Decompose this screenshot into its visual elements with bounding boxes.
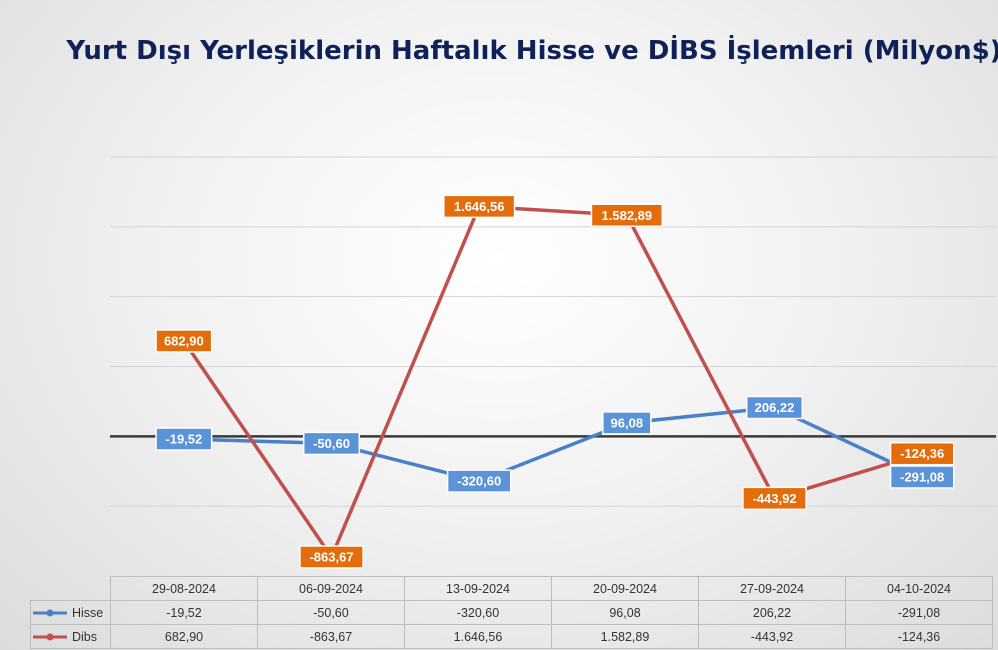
- data-label-box-hisse: [889, 465, 955, 489]
- data-label-hisse: -291,08: [900, 469, 944, 484]
- data-table: 29-08-2024 06-09-2024 13-09-2024 20-09-2…: [30, 576, 993, 649]
- series-line-hisse: [183, 405, 923, 483]
- data-label-box-dibs: [742, 486, 807, 511]
- chart-title: Yurt Dışı Yerleşiklerin Haftalık Hisse v…: [66, 36, 998, 66]
- category-header: 20-09-2024: [551, 576, 699, 601]
- table-cell: 1.582,89: [551, 624, 699, 649]
- legend-entry-hisse: Hisse: [30, 600, 111, 625]
- table-corner-cell: [30, 576, 111, 601]
- data-label-box-hisse: [602, 411, 652, 435]
- data-label-box-dibs: [299, 545, 364, 569]
- category-header: 29-08-2024: [110, 576, 258, 601]
- data-label-dibs: 682,90: [164, 333, 204, 348]
- table-cell: -124,36: [845, 624, 993, 649]
- table-cell: 96,08: [551, 600, 699, 625]
- data-label-dibs: -443,92: [752, 491, 796, 506]
- table-row-hisse: Hisse -19,52 -50,60 -320,60 96,08 206,22…: [30, 600, 993, 625]
- table-cell: -443,92: [698, 624, 846, 649]
- data-label-hisse: 96,08: [611, 415, 644, 430]
- data-label-box-dibs: [889, 441, 955, 466]
- legend-label-hisse: Hisse: [72, 605, 104, 620]
- data-label-dibs: 1.582,89: [602, 208, 653, 223]
- table-cell: -320,60: [404, 600, 552, 625]
- data-label-box-hisse: [446, 469, 512, 493]
- table-cell: -50,60: [257, 600, 405, 625]
- table-cell: 206,22: [698, 600, 846, 625]
- table-row-dibs: Dibs 682,90 -863,67 1.646,56 1.582,89 -4…: [30, 624, 993, 649]
- category-header: 04-10-2024: [845, 576, 993, 601]
- data-label-hisse: -50,60: [313, 436, 350, 451]
- table-cell: -291,08: [845, 600, 993, 625]
- data-label-box-dibs: [155, 329, 213, 353]
- legend-entry-dibs: Dibs: [30, 624, 111, 649]
- data-label-box-hisse: [155, 427, 213, 451]
- data-label-box-dibs: [590, 203, 663, 228]
- category-header: 06-09-2024: [257, 576, 405, 601]
- data-label-hisse: 206,22: [755, 400, 795, 415]
- table-cell: 682,90: [110, 624, 258, 649]
- plot-area: -19,52 -50,60 -320,60 96,08 206,22 -291,08 682…: [110, 156, 996, 569]
- series-markers: [172, 195, 934, 568]
- table-cell: -19,52: [110, 600, 258, 625]
- category-header: 13-09-2024: [404, 576, 552, 601]
- data-label-dibs: -863,67: [309, 549, 353, 564]
- legend-key-hisse: [33, 609, 67, 617]
- data-label-hisse: -320,60: [457, 474, 501, 489]
- legend-key-dibs: [33, 633, 67, 641]
- series-line-dibs: [182, 204, 923, 559]
- data-label-dibs: 1.646,56: [454, 199, 505, 214]
- table-header-row: 29-08-2024 06-09-2024 13-09-2024 20-09-2…: [30, 576, 993, 601]
- table-cell: 1.646,56: [404, 624, 552, 649]
- legend-label-dibs: Dibs: [72, 629, 98, 644]
- data-label-dibs: -124,36: [900, 446, 944, 461]
- category-header: 27-09-2024: [698, 576, 846, 601]
- data-label-hisse: -19,52: [165, 432, 202, 447]
- series-lines: [182, 204, 923, 559]
- data-label-box-hisse: [302, 431, 361, 456]
- table-cell: -863,67: [257, 624, 405, 649]
- data-labels: -19,52 -50,60 -320,60 96,08 206,22 -291,08 682…: [155, 194, 955, 569]
- data-label-box-hisse: [745, 395, 804, 420]
- gridlines: [110, 156, 996, 507]
- data-label-box-dibs: [443, 194, 516, 219]
